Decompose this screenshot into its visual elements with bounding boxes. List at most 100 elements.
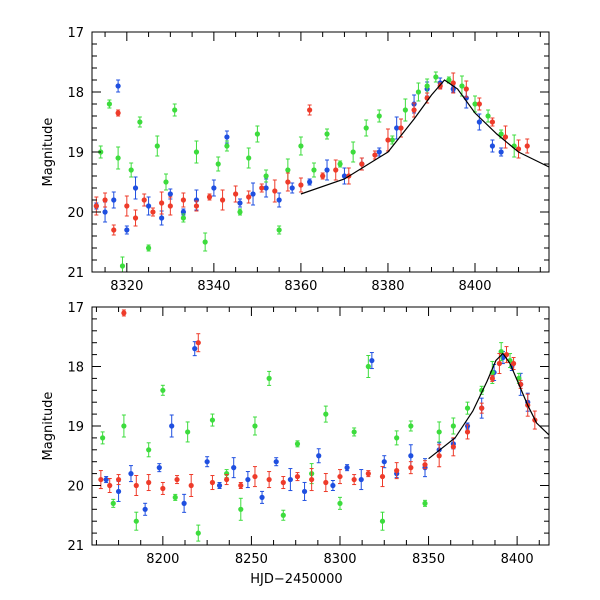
data-point-red xyxy=(333,167,339,173)
x-tick-label: 8360 xyxy=(284,279,317,294)
axes: 8320 8340 8360 8380 8400 17 18 19 20 21 Magnitude xyxy=(41,26,549,294)
data-point-red xyxy=(272,188,278,194)
data-point-green xyxy=(498,349,504,355)
data-point-red xyxy=(115,476,122,483)
data-point-blue xyxy=(381,459,387,465)
data-point-red xyxy=(167,203,173,209)
data-point-blue xyxy=(156,465,162,471)
data-point-green xyxy=(195,530,201,536)
data-point-green xyxy=(246,155,252,161)
data-point-green xyxy=(363,125,369,131)
model-curve xyxy=(428,352,549,460)
y-tick-label: 19 xyxy=(67,420,84,435)
data-point-red xyxy=(159,200,165,206)
data-point-red xyxy=(450,444,456,450)
data-point-blue xyxy=(316,453,322,459)
data-point-red xyxy=(307,107,313,113)
data-point-red xyxy=(394,468,400,474)
data-point-red xyxy=(107,482,113,489)
bottom-panel: 8200 8250 8300 8350 8400 17 18 19 20 21 Magnitude H… xyxy=(41,301,550,587)
data-point-green xyxy=(350,149,356,155)
series-blue xyxy=(103,341,531,516)
data-point-green xyxy=(276,227,282,233)
data-point-red xyxy=(351,476,357,483)
data-point-blue xyxy=(167,191,173,197)
data-point-green xyxy=(464,405,471,411)
data-point-green xyxy=(415,89,422,95)
data-point-green xyxy=(172,107,178,113)
data-point-red xyxy=(121,310,127,316)
data-point-red xyxy=(359,161,365,167)
data-point-green xyxy=(209,417,216,423)
plot-area xyxy=(93,71,549,272)
data-point-green xyxy=(252,423,258,429)
data-point-red xyxy=(476,101,482,107)
data-point-green xyxy=(285,167,291,173)
data-point-green xyxy=(238,506,244,512)
data-point-red xyxy=(219,197,226,203)
x-tick-label: 8400 xyxy=(501,552,534,567)
data-point-green xyxy=(311,167,317,173)
data-point-green xyxy=(389,137,395,143)
data-point-green xyxy=(137,119,143,125)
data-point-blue xyxy=(142,506,148,512)
data-point-red xyxy=(464,429,471,435)
top-panel: 8320 8340 8360 8380 8400 17 18 19 20 21 Magnitude xyxy=(41,26,550,294)
data-point-red xyxy=(450,80,456,86)
data-point-blue xyxy=(169,423,175,429)
data-point-red xyxy=(463,86,469,92)
data-point-blue xyxy=(250,191,256,197)
data-point-green xyxy=(237,209,243,215)
data-point-red xyxy=(195,340,201,346)
data-point-blue xyxy=(224,134,230,140)
data-point-red xyxy=(115,110,121,116)
data-point-red xyxy=(98,476,104,483)
data-point-red xyxy=(524,143,530,149)
data-point-green xyxy=(376,113,382,119)
data-point-red xyxy=(146,479,152,486)
data-point-red xyxy=(489,119,496,125)
data-point-red xyxy=(489,375,495,381)
data-point-green xyxy=(128,167,134,173)
data-point-blue xyxy=(124,227,130,233)
data-point-blue xyxy=(181,500,187,506)
data-point-red xyxy=(133,482,139,489)
data-point-blue xyxy=(102,209,108,215)
x-tick-label: 8300 xyxy=(323,552,356,567)
data-point-red xyxy=(224,476,230,483)
data-point-blue xyxy=(103,476,109,483)
x-tick-label: 8250 xyxy=(235,552,268,567)
data-point-green xyxy=(106,101,113,107)
data-point-green xyxy=(459,83,465,89)
data-point-red xyxy=(398,125,404,131)
data-point-red xyxy=(337,473,343,480)
data-point-green xyxy=(379,518,386,524)
data-point-red xyxy=(309,476,315,483)
plot-frame xyxy=(91,306,550,546)
data-point-red xyxy=(193,203,200,209)
series-red xyxy=(93,72,530,236)
y-tick-label: 17 xyxy=(67,26,84,41)
data-point-blue xyxy=(376,149,382,155)
x-tick-label: 8400 xyxy=(458,279,491,294)
data-point-blue xyxy=(132,185,139,191)
data-point-green xyxy=(202,239,208,245)
data-point-blue xyxy=(231,465,237,471)
data-point-blue xyxy=(289,185,295,191)
data-point-blue xyxy=(111,197,117,203)
data-point-green xyxy=(193,149,200,155)
data-point-green xyxy=(160,387,166,393)
x-tick-label: 8340 xyxy=(197,279,230,294)
data-point-blue xyxy=(159,215,165,221)
data-point-red xyxy=(436,453,442,459)
data-point-green xyxy=(424,83,430,89)
data-point-green xyxy=(163,179,169,185)
data-point-blue xyxy=(276,197,282,203)
data-point-green xyxy=(154,143,160,149)
data-point-red xyxy=(320,173,326,179)
plot-area xyxy=(98,309,549,542)
data-point-blue xyxy=(341,173,348,179)
data-point-blue xyxy=(259,494,265,500)
data-point-red xyxy=(160,485,166,492)
data-point-blue xyxy=(489,143,496,149)
